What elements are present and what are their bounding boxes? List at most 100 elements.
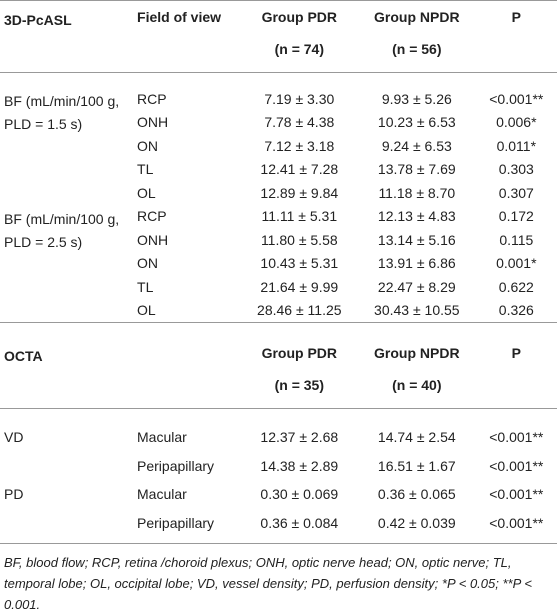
cell: 12.13 ± 4.83 xyxy=(377,208,456,225)
header-row: (n = 74) (n = 56) xyxy=(0,41,557,73)
cell: 0.42 ± 0.039 xyxy=(377,514,456,531)
cell: 14.74 ± 2.54 xyxy=(377,429,456,446)
blank xyxy=(0,41,129,73)
separator-cell xyxy=(0,322,557,337)
section-title: OCTA xyxy=(4,348,43,364)
section: 3D-PcASL Field of view Group PDR Group NPDR… xyxy=(0,1,557,323)
cell: 21.64 ± 9.99 xyxy=(260,278,339,295)
cell: ON xyxy=(137,137,159,154)
cell: OL xyxy=(137,302,156,319)
data-row: ONH 11.80 ± 5.58 13.14 ± 5.16 0.115 xyxy=(0,228,557,252)
cell: 12.89 ± 9.84 xyxy=(260,184,339,201)
data-table: 3D-PcASL Field of view Group PDR Group NPDR… xyxy=(0,1,557,537)
group-label: PD xyxy=(4,486,24,502)
cell: 10.23 ± 6.53 xyxy=(377,114,456,131)
data-row: Peripapillary 14.38 ± 2.89 16.51 ± 1.67 <0.… xyxy=(0,452,557,481)
count-header: (n = 40) xyxy=(392,377,442,393)
count-header: (n = 35) xyxy=(274,377,324,393)
cell: 13.91 ± 6.86 xyxy=(377,255,456,272)
cell: 0.006* xyxy=(496,114,537,131)
cell: 9.93 ± 5.26 xyxy=(381,90,452,107)
separator-cell xyxy=(0,72,557,87)
cell: 30.43 ± 10.55 xyxy=(374,302,460,319)
separator xyxy=(0,322,557,337)
cell: TL xyxy=(137,278,154,295)
column-header: P xyxy=(511,9,521,25)
field-header xyxy=(129,337,241,377)
column-header: Group PDR xyxy=(261,9,338,25)
data-row: OL 28.46 ± 11.25 30.43 ± 10.55 0.326 xyxy=(0,299,557,323)
cell: RCP xyxy=(137,208,167,225)
count-header: (n = 74) xyxy=(274,41,324,57)
cell: TL xyxy=(137,161,154,178)
section: OCTA Group PDR Group NPDR P (n = 35) (n = 40)… xyxy=(0,322,557,538)
separator xyxy=(0,408,557,423)
data-row: PD Macular 0.30 ± 0.069 0.36 ± 0.065 <0.001*… xyxy=(0,480,557,509)
blank xyxy=(0,377,129,409)
column-header: Group NPDR xyxy=(374,9,460,25)
cell: <0.001** xyxy=(489,486,544,503)
cell: 0.115 xyxy=(499,231,534,248)
cell: ONH xyxy=(137,114,169,131)
footnote: BF, blood flow; RCP, retina /choroid ple… xyxy=(0,543,557,615)
cell: 7.19 ± 3.30 xyxy=(264,90,335,107)
cell: ONH xyxy=(137,231,169,248)
column-header: Group NPDR xyxy=(374,345,460,361)
cell: 13.78 ± 7.69 xyxy=(377,161,456,178)
cell: 0.303 xyxy=(498,161,534,178)
separator-cell xyxy=(0,408,557,423)
cell: 11.11 ± 5.31 xyxy=(261,208,338,225)
data-row: BF (mL/min/100 g, PLD = 2.5 s) RCP 11.11 ±… xyxy=(0,205,557,249)
blank xyxy=(129,41,241,73)
blank xyxy=(129,377,241,409)
header-row: (n = 35) (n = 40) xyxy=(0,377,557,409)
blank xyxy=(476,377,557,409)
cell: 0.307 xyxy=(498,184,534,201)
cell: 0.011* xyxy=(496,137,537,154)
cell: Peripapillary xyxy=(137,457,215,474)
cell: 13.14 ± 5.16 xyxy=(377,231,456,248)
cell: 11.80 ± 5.58 xyxy=(260,231,338,248)
data-row: Peripapillary 0.36 ± 0.084 0.42 ± 0.039 <0.… xyxy=(0,509,557,538)
cell: <0.001** xyxy=(489,514,544,531)
data-row: ON 7.12 ± 3.18 9.24 ± 6.53 0.011* xyxy=(0,134,557,158)
cell: <0.001** xyxy=(489,90,544,107)
count-header: (n = 56) xyxy=(392,41,442,57)
group-label: VD xyxy=(4,429,24,445)
column-header: Group PDR xyxy=(261,345,338,361)
data-row: ONH 7.78 ± 4.38 10.23 ± 6.53 0.006* xyxy=(0,111,557,135)
data-row: TL 12.41 ± 7.28 13.78 ± 7.69 0.303 xyxy=(0,158,557,182)
section-title: 3D-PcASL xyxy=(4,12,72,28)
cell: <0.001** xyxy=(489,429,544,446)
cell: 10.43 ± 5.31 xyxy=(260,255,339,272)
header-row: OCTA Group PDR Group NPDR P xyxy=(0,337,557,377)
field-header: Field of view xyxy=(137,9,222,25)
cell: 28.46 ± 11.25 xyxy=(257,302,342,319)
data-row: ON 10.43 ± 5.31 13.91 ± 6.86 0.001* xyxy=(0,252,557,276)
cell: 7.12 ± 3.18 xyxy=(264,137,335,154)
cell: OL xyxy=(137,184,156,201)
cell: 0.001* xyxy=(496,255,537,272)
cell: 0.622 xyxy=(498,278,534,295)
data-row: OL 12.89 ± 9.84 11.18 ± 8.70 0.307 xyxy=(0,181,557,205)
cell: 9.24 ± 6.53 xyxy=(381,137,452,154)
cell: 7.78 ± 4.38 xyxy=(264,114,335,131)
data-row: BF (mL/min/100 g, PLD = 1.5 s) RCP 7.19 ± … xyxy=(0,87,557,132)
cell: Macular xyxy=(137,429,187,446)
cell: Macular xyxy=(137,486,187,503)
cell: 16.51 ± 1.67 xyxy=(377,457,456,474)
cell: ON xyxy=(137,255,159,272)
header-row: 3D-PcASL Field of view Group PDR Group NPDR… xyxy=(0,1,557,41)
separator xyxy=(0,72,557,87)
cell: 0.30 ± 0.069 xyxy=(260,486,339,503)
cell: 0.326 xyxy=(498,302,534,319)
blank xyxy=(476,41,557,73)
cell: 0.36 ± 0.065 xyxy=(377,486,456,503)
data-row: VD Macular 12.37 ± 2.68 14.74 ± 2.54 <0.001*… xyxy=(0,423,557,452)
group-label: BF (mL/min/100 g, PLD = 1.5 s) xyxy=(4,93,120,132)
cell: <0.001** xyxy=(489,457,544,474)
cell: 11.18 ± 8.70 xyxy=(378,184,456,201)
cell: 12.41 ± 7.28 xyxy=(260,161,339,178)
